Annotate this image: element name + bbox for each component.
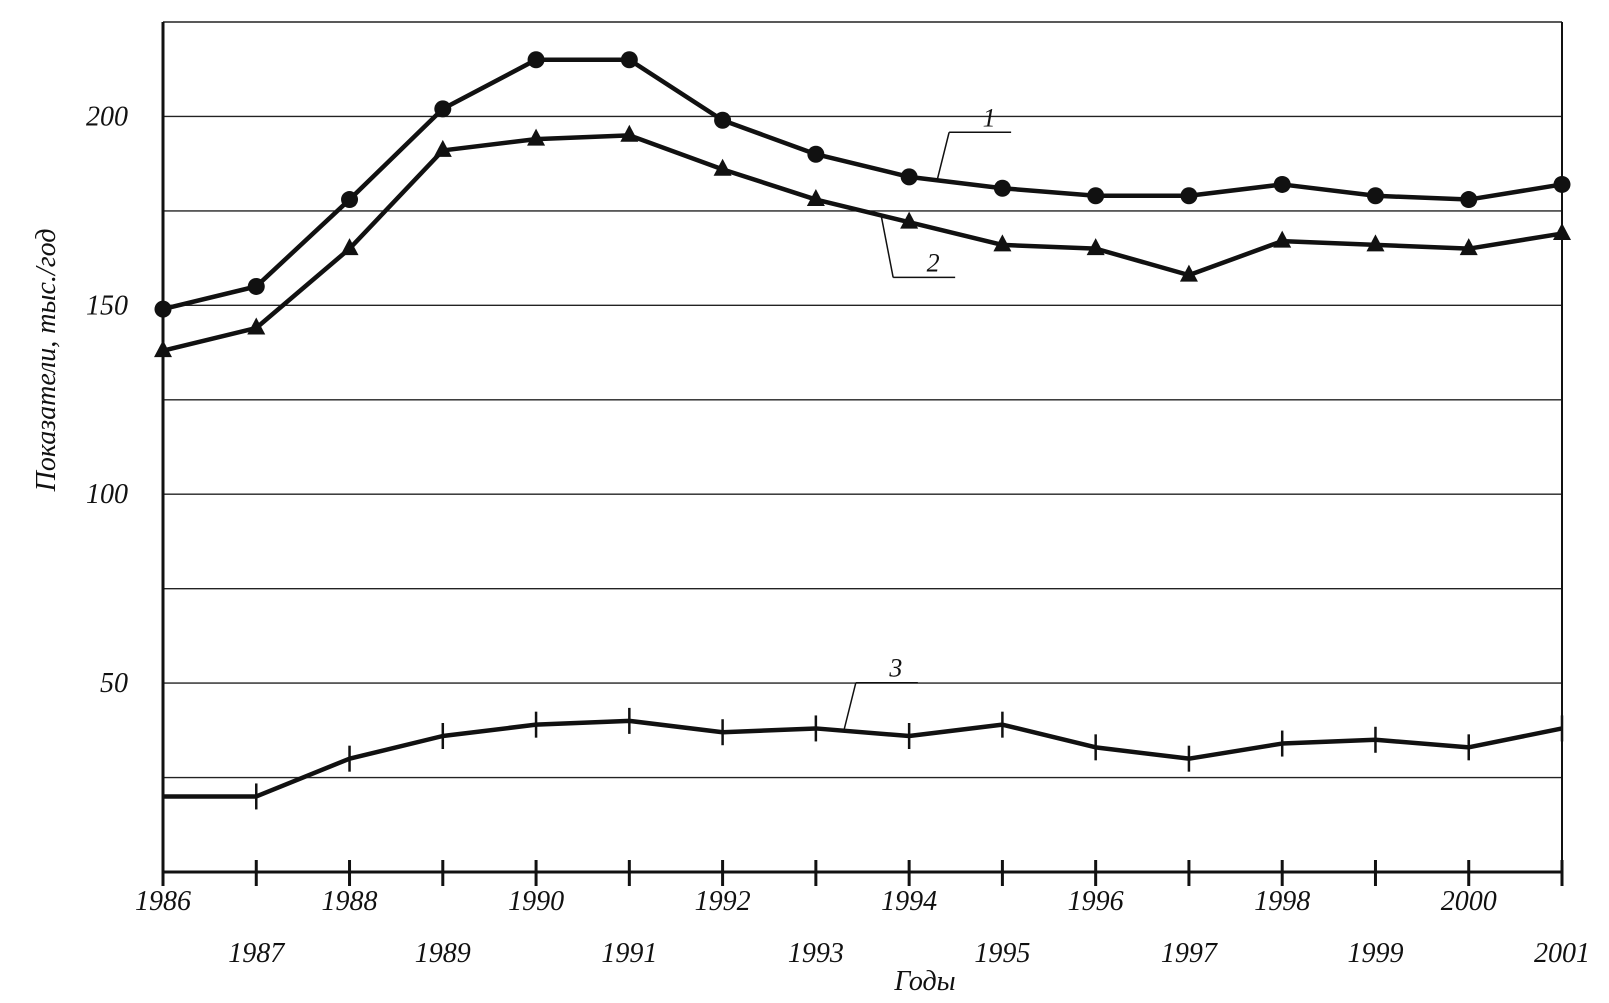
x-tick-label-1990: 1990 bbox=[508, 886, 564, 917]
series-3-leader bbox=[843, 682, 857, 731]
series-2-point-1995 bbox=[993, 234, 1012, 252]
series-1-leader bbox=[936, 132, 950, 181]
series-2-point-1991 bbox=[620, 124, 639, 142]
series-1-point-1992 bbox=[714, 111, 732, 129]
series-2-point-1992 bbox=[713, 158, 732, 176]
series-1-point-1989 bbox=[434, 100, 452, 118]
series-1-point-1995 bbox=[993, 179, 1011, 197]
series-2-point-1987 bbox=[247, 317, 266, 335]
x-tick-label-1995: 1995 bbox=[974, 938, 1030, 969]
series-2-leader bbox=[880, 215, 894, 278]
series-2-point-1998 bbox=[1273, 230, 1292, 248]
x-tick-label-1992: 1992 bbox=[695, 886, 751, 917]
series-2-point-1996 bbox=[1086, 238, 1105, 256]
x-tick-label-1988: 1988 bbox=[322, 886, 378, 917]
series-2-label: 2 bbox=[927, 248, 940, 277]
series-2-line bbox=[162, 133, 1563, 353]
series-1-point-1988 bbox=[341, 191, 359, 209]
x-tick-label-1997: 1997 bbox=[1161, 938, 1218, 969]
x-tick-label-2000: 2000 bbox=[1441, 886, 1497, 917]
x-tick-label-1993: 1993 bbox=[788, 938, 844, 969]
grid-layer bbox=[163, 21, 1562, 779]
y-tick-label-200: 200 bbox=[86, 101, 128, 132]
x-tick-label-1989: 1989 bbox=[415, 938, 471, 969]
series-2-point-1990 bbox=[527, 128, 546, 146]
x-tick-label-1991: 1991 bbox=[601, 938, 657, 969]
series-2-point-1986 bbox=[154, 340, 172, 358]
series-3-line bbox=[163, 718, 1563, 799]
series-1-point-1996 bbox=[1087, 187, 1105, 205]
series-2-point-1999 bbox=[1366, 234, 1385, 252]
axes-layer bbox=[161, 22, 1564, 886]
series-1-point-2000 bbox=[1460, 191, 1478, 209]
y-axis-title: Показатели, тыс./год bbox=[31, 229, 62, 493]
series-1-label: 1 bbox=[983, 103, 996, 132]
series-3-label: 3 bbox=[888, 654, 902, 683]
series-2-point-1997 bbox=[1179, 264, 1198, 282]
series-1-point-1987 bbox=[247, 277, 265, 295]
series-2-point-1989 bbox=[433, 139, 452, 157]
x-tick-label-1987: 1987 bbox=[228, 938, 285, 969]
x-tick-label-1999: 1999 bbox=[1347, 938, 1403, 969]
series-1-point-1997 bbox=[1180, 187, 1198, 205]
series-1-point-1998 bbox=[1273, 175, 1291, 193]
y-tick-label-50: 50 bbox=[100, 668, 128, 699]
series-2-point-1993 bbox=[806, 189, 825, 207]
x-tick-label-1994: 1994 bbox=[881, 886, 937, 917]
series-1-point-1999 bbox=[1366, 187, 1384, 205]
labels-layer: 50 100 150 200 1986 1987 1988 1989 1990 1991 1992 1… bbox=[86, 101, 1590, 969]
series-1-point-1991 bbox=[620, 51, 638, 69]
series-2-point-2000 bbox=[1459, 238, 1478, 256]
series-2-point-2001 bbox=[1553, 223, 1571, 241]
x-tick-label-1986: 1986 bbox=[135, 886, 191, 917]
y-tick-label-100: 100 bbox=[86, 479, 128, 510]
series-1-line bbox=[162, 57, 1563, 312]
series-1-point-1994 bbox=[900, 168, 918, 186]
series-1-point-1990 bbox=[527, 51, 545, 69]
series-2-point-1988 bbox=[340, 238, 359, 256]
x-tick-label-2001: 2001 bbox=[1534, 938, 1590, 969]
series-layer bbox=[154, 51, 1571, 810]
series-1-point-2001 bbox=[1553, 175, 1571, 193]
x-tick-label-1998: 1998 bbox=[1254, 886, 1310, 917]
series-1-point-1993 bbox=[807, 145, 825, 163]
x-tick-label-1996: 1996 bbox=[1068, 886, 1124, 917]
series-1-point-1986 bbox=[154, 300, 172, 318]
y-tick-label-150: 150 bbox=[86, 290, 128, 321]
x-axis-title: Годы bbox=[893, 966, 955, 997]
series-2-point-1994 bbox=[900, 211, 919, 229]
